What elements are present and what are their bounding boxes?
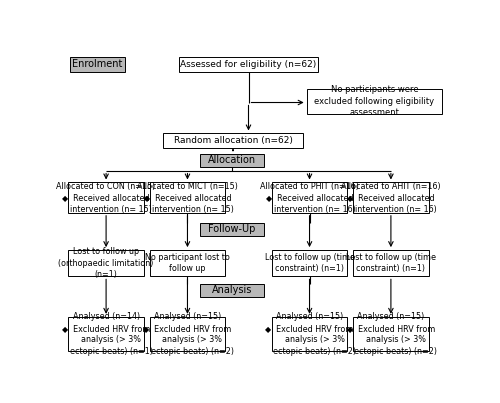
FancyBboxPatch shape xyxy=(353,183,428,213)
FancyBboxPatch shape xyxy=(272,317,347,351)
FancyBboxPatch shape xyxy=(150,317,226,351)
Text: Follow-Up: Follow-Up xyxy=(208,224,256,234)
Text: Enrolment: Enrolment xyxy=(72,59,122,69)
Text: No participant lost to
follow up: No participant lost to follow up xyxy=(145,253,230,274)
FancyBboxPatch shape xyxy=(200,284,264,297)
FancyBboxPatch shape xyxy=(70,57,124,72)
Text: Lost to follow up
(orthopaedic limitation)
(n=1): Lost to follow up (orthopaedic limitatio… xyxy=(58,247,154,279)
FancyBboxPatch shape xyxy=(353,317,428,351)
Text: Analysed (n=14)
◆  Excluded HRV from
    analysis (> 3%
    ectopic beats) (n=1): Analysed (n=14) ◆ Excluded HRV from anal… xyxy=(60,312,152,355)
FancyBboxPatch shape xyxy=(163,133,303,147)
Text: Analysed (n=15)
◆  Excluded HRV from
    analysis (> 3%
    ectopic beats) (n=2): Analysed (n=15) ◆ Excluded HRV from anal… xyxy=(263,312,356,355)
Text: Allocation: Allocation xyxy=(208,156,256,165)
FancyBboxPatch shape xyxy=(306,89,442,114)
FancyBboxPatch shape xyxy=(68,317,144,351)
FancyBboxPatch shape xyxy=(68,183,144,213)
FancyBboxPatch shape xyxy=(179,57,318,72)
Text: Random allocation (n=62): Random allocation (n=62) xyxy=(174,136,292,145)
Text: Assessed for eligibility (n=62): Assessed for eligibility (n=62) xyxy=(180,60,316,69)
FancyBboxPatch shape xyxy=(272,250,347,276)
FancyBboxPatch shape xyxy=(200,223,264,236)
Text: No participants were
excluded following eligibility
assessment: No participants were excluded following … xyxy=(314,85,434,117)
Text: Allocated to CON (n=15)
◆  Received allocated
    intervention (n= 15): Allocated to CON (n=15) ◆ Received alloc… xyxy=(56,182,156,214)
Text: Allocated to PHIT (n=16)
◆  Received allocated
    intervention (n= 16): Allocated to PHIT (n=16) ◆ Received allo… xyxy=(260,182,359,214)
FancyBboxPatch shape xyxy=(150,250,226,276)
FancyBboxPatch shape xyxy=(150,183,226,213)
Text: Lost to follow up (time
constraint) (n=1): Lost to follow up (time constraint) (n=1… xyxy=(264,253,354,274)
Text: Analysis: Analysis xyxy=(212,285,252,295)
FancyBboxPatch shape xyxy=(353,250,428,276)
Text: Allocated to MICT (n=15)
◆  Received allocated
    intervention (n= 15): Allocated to MICT (n=15) ◆ Received allo… xyxy=(137,182,238,214)
FancyBboxPatch shape xyxy=(272,183,347,213)
Text: Lost to follow up (time
constraint) (n=1): Lost to follow up (time constraint) (n=1… xyxy=(346,253,436,274)
Text: Analysed (n=15)
◆  Excluded HRV from
    analysis (> 3%
    ectopic beats) (n=2): Analysed (n=15) ◆ Excluded HRV from anal… xyxy=(141,312,234,355)
Text: Analysed (n=15)
◆  Excluded HRV from
    analysis (> 3%
    ectopic beats) (n=2): Analysed (n=15) ◆ Excluded HRV from anal… xyxy=(344,312,438,355)
FancyBboxPatch shape xyxy=(68,250,144,276)
Text: Allocated to AHIT (n=16)
◆  Received allocated
    intervention (n= 16): Allocated to AHIT (n=16) ◆ Received allo… xyxy=(341,182,440,214)
FancyBboxPatch shape xyxy=(200,154,264,167)
